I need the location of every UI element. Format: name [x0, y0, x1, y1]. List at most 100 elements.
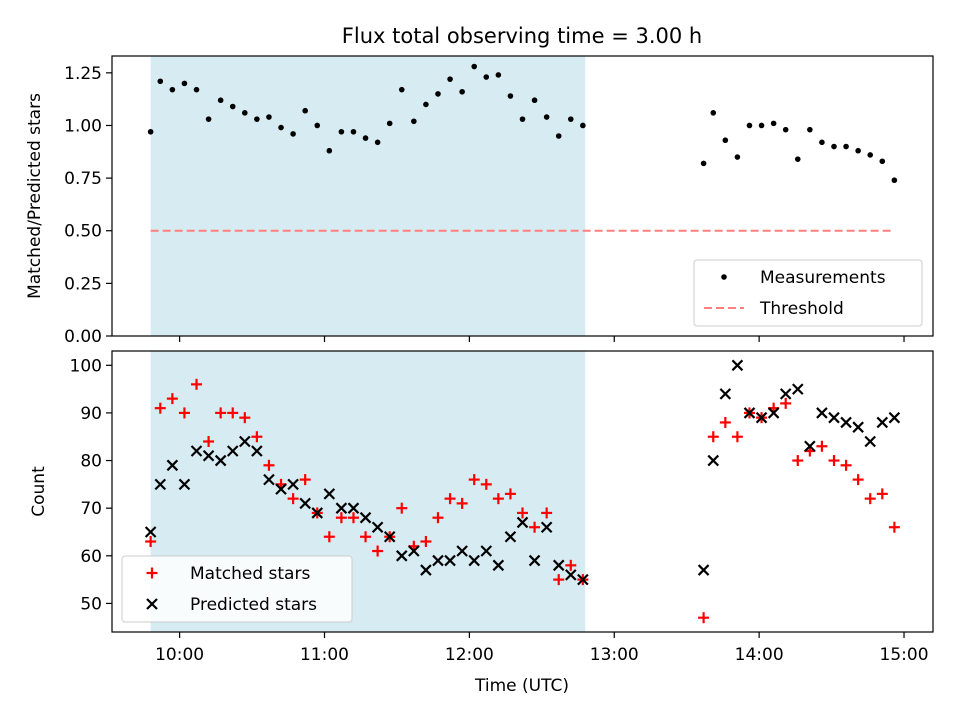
measurement-point	[794, 156, 801, 162]
legend-cross-glyph	[146, 598, 158, 610]
legend-label-matched-stars: Matched stars	[190, 564, 310, 584]
predicted-star-point	[719, 388, 732, 400]
matched-star-point	[227, 407, 239, 419]
predicted-star-point	[707, 454, 720, 467]
matched-star-point	[287, 493, 299, 505]
measurement-points	[147, 63, 898, 184]
measurement-point	[879, 158, 886, 165]
predicted-star-point	[731, 359, 744, 372]
measurement-point	[205, 116, 212, 122]
top-y-tick-label: 1.00	[64, 116, 102, 136]
bottom-axes-frame	[111, 350, 934, 633]
measurement-point	[722, 137, 729, 144]
matched-star-point	[529, 521, 541, 533]
bottom-y-tick-label: 60	[80, 547, 102, 567]
measurement-point	[746, 122, 753, 129]
measurement-point	[423, 101, 429, 108]
measurement-point	[519, 116, 526, 122]
measurement-point	[435, 91, 441, 97]
legend-marker-measurements	[721, 274, 727, 280]
x-tick-label: 12:00	[445, 645, 494, 665]
matched-star-point	[792, 455, 804, 467]
predicted-star-point	[480, 545, 493, 557]
measurement-point	[495, 72, 502, 78]
measurement-point	[507, 93, 514, 99]
predicted-star-point	[359, 511, 372, 524]
predicted-star-point	[383, 530, 396, 543]
x-tick-label: 13:00	[590, 645, 639, 665]
measurement-point	[242, 110, 248, 116]
top-legend-box	[693, 259, 923, 327]
top-x-ticks	[179, 336, 905, 342]
measurement-point	[807, 126, 813, 133]
measurement-point	[700, 160, 707, 167]
predicted-star-point	[852, 421, 864, 433]
matched-star-point	[239, 412, 251, 424]
measurement-point	[543, 114, 550, 120]
matched-star-point	[360, 531, 372, 543]
matched-star-point	[215, 407, 227, 419]
x-tick-label: 10:00	[155, 645, 204, 665]
matched-star-point	[698, 612, 710, 624]
matched-star-point	[840, 459, 852, 471]
predicted-star-point	[767, 407, 780, 419]
x-tick-label: 11:00	[300, 645, 349, 665]
predicted-star-point	[540, 521, 553, 533]
bottom-legend: Matched stars Predicted stars	[121, 555, 353, 623]
predicted-star-point	[226, 445, 239, 457]
predicted-star-point	[804, 440, 816, 453]
matched-star-point	[299, 474, 311, 486]
predicted-star-point	[214, 454, 227, 467]
matched-star-point	[492, 493, 504, 505]
predicted-star-point	[287, 478, 299, 491]
predicted-star-point	[347, 502, 360, 514]
legend-label-threshold: Threshold	[759, 299, 844, 319]
predicted-star-point	[743, 407, 756, 419]
bottom-y-tick-label: 50	[80, 594, 102, 614]
measurement-point	[398, 86, 405, 93]
measurement-point	[217, 97, 224, 104]
predicted-star-point	[263, 473, 275, 486]
top-y-tick-label: 1.25	[64, 64, 102, 84]
top-panel: Flux total observing time = 3.00 h 0.000…	[25, 24, 934, 347]
measurement-point	[855, 147, 861, 154]
measurement-point	[447, 76, 453, 82]
measurement-point	[770, 120, 777, 127]
predicted-star-point	[552, 559, 565, 572]
predicted-star-point	[840, 416, 852, 429]
matched-star-point	[191, 378, 203, 390]
predicted-star-point	[144, 526, 157, 538]
measurement-point	[483, 74, 490, 80]
predicted-star-point	[492, 559, 505, 572]
predicted-star-point	[888, 411, 901, 424]
predicted-star-point	[420, 564, 432, 576]
measurement-point	[831, 143, 837, 150]
matched-star-point	[504, 488, 516, 500]
predicted-star-points	[144, 359, 901, 586]
top-y-tick-label: 0.00	[64, 327, 102, 347]
predicted-star-point	[371, 521, 384, 533]
measurement-point	[169, 86, 176, 93]
top-y-tick-label: 0.50	[64, 222, 102, 242]
predicted-star-point	[504, 530, 517, 543]
matched-star-point	[251, 431, 263, 443]
matched-star-point	[780, 397, 792, 409]
top-axes-frame	[111, 55, 934, 337]
matched-star-point	[335, 512, 347, 524]
measurement-point	[867, 152, 874, 158]
measurement-point	[555, 133, 562, 139]
predicted-star-point	[816, 407, 828, 419]
predicted-star-point	[432, 554, 444, 567]
matched-star-point	[828, 455, 840, 467]
measurement-point	[843, 143, 849, 150]
measurement-point	[567, 116, 574, 122]
measurement-point	[459, 88, 465, 95]
matched-star-point	[347, 512, 359, 524]
matched-star-point	[456, 497, 468, 509]
bottom-y-tick-label: 90	[80, 404, 102, 424]
matched-star-point	[731, 431, 743, 443]
top-legend: Measurements Threshold	[693, 259, 923, 327]
matched-star-point	[565, 559, 577, 571]
matched-star-point	[852, 474, 864, 486]
